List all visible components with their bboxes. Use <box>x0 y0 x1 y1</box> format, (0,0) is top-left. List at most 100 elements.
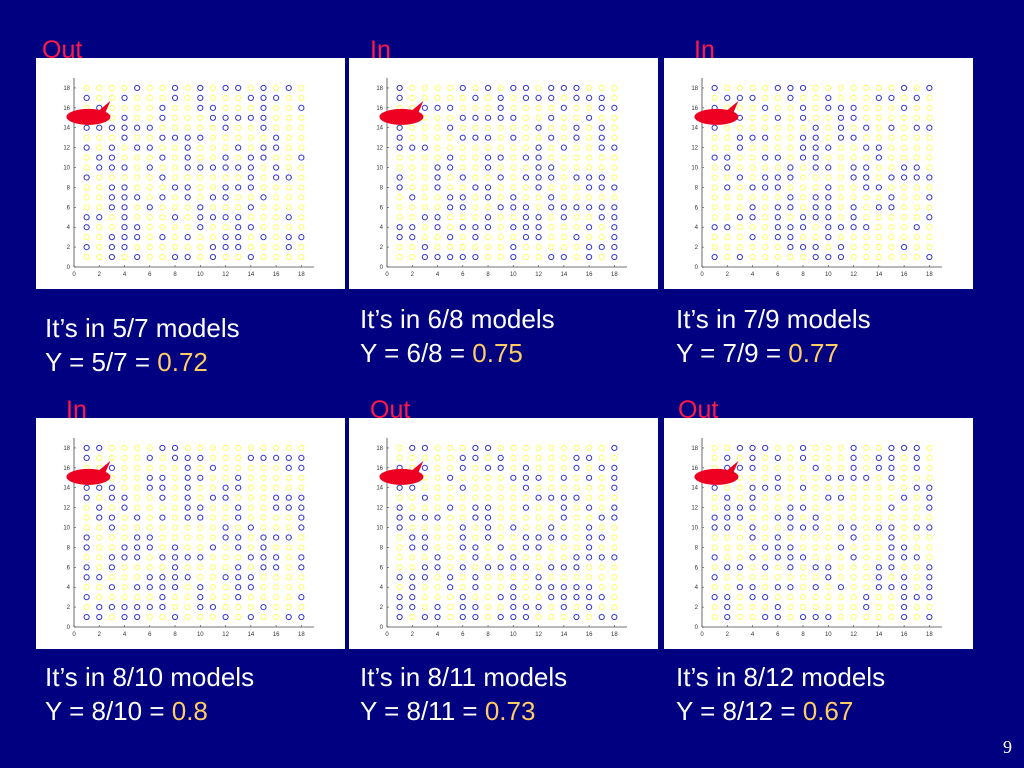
yellow-point <box>888 574 895 581</box>
blue-point <box>121 244 128 251</box>
blue-point <box>396 134 403 141</box>
yellow-point <box>573 184 580 191</box>
yellow-point <box>535 613 542 621</box>
yellow-point <box>484 574 492 581</box>
yellow-point <box>548 124 555 131</box>
y-tick-label: 16 <box>376 106 383 112</box>
yellow-point <box>598 504 605 511</box>
yellow-point <box>484 604 492 611</box>
yellow-point <box>209 84 217 92</box>
blue-point <box>273 454 280 461</box>
blue-point <box>522 204 530 211</box>
blue-point <box>459 454 466 461</box>
yellow-point <box>787 214 794 221</box>
x-tick-label: 10 <box>197 632 204 638</box>
yellow-point <box>421 584 428 591</box>
yellow-point <box>260 134 267 141</box>
yellow-point <box>799 474 807 481</box>
blue-point <box>459 604 466 611</box>
blue-point <box>711 574 718 581</box>
x-tick-label: 6 <box>461 272 465 278</box>
yellow-point <box>901 524 908 531</box>
y-tick-label: 10 <box>376 166 383 172</box>
blue-point <box>875 184 882 191</box>
blue-point <box>459 174 466 181</box>
yellow-point <box>724 444 731 452</box>
yellow-point <box>837 594 845 601</box>
blue-point <box>535 144 542 151</box>
yellow-point <box>222 174 229 181</box>
yellow-point <box>298 444 305 452</box>
yellow-point <box>535 524 542 531</box>
yellow-point <box>901 504 908 511</box>
yellow-point <box>926 454 933 461</box>
blue-point <box>108 164 115 171</box>
blue-point <box>484 564 492 571</box>
yellow-point <box>184 604 191 611</box>
yellow-point <box>285 194 292 201</box>
yellow-point <box>522 454 530 461</box>
blue-point <box>497 454 504 461</box>
yellow-point <box>762 474 769 481</box>
yellow-point <box>863 544 870 551</box>
blue-point <box>96 574 103 581</box>
blue-point <box>409 514 416 521</box>
blue-point <box>235 584 242 591</box>
yellow-point <box>850 253 857 261</box>
blue-point <box>108 234 115 241</box>
yellow-point <box>774 594 781 601</box>
yellow-point <box>222 224 229 231</box>
yellow-point <box>260 184 267 191</box>
yellow-point <box>926 224 933 231</box>
blue-point <box>472 134 479 141</box>
blue-point <box>197 604 204 611</box>
blue-point <box>184 234 191 241</box>
yellow-point <box>548 604 555 611</box>
blue-point <box>863 224 870 231</box>
blue-point <box>108 194 115 201</box>
blue-point <box>535 94 542 101</box>
yellow-point <box>134 474 141 481</box>
yellow-point <box>863 204 870 211</box>
yellow-point <box>209 504 217 511</box>
yellow-point <box>875 224 882 231</box>
blue-point <box>421 514 428 521</box>
yellow-point <box>421 164 428 171</box>
blue-point <box>171 94 179 101</box>
yellow-point <box>573 194 580 201</box>
blue-point <box>96 444 103 452</box>
blue-point <box>573 464 580 471</box>
blue-point <box>171 613 179 621</box>
y-tick-label: 18 <box>376 86 383 92</box>
yellow-point <box>888 164 895 171</box>
blue-point <box>235 504 242 511</box>
yellow-point <box>913 194 920 201</box>
yellow-point <box>235 444 242 452</box>
blue-point <box>724 504 731 511</box>
blue-point <box>108 124 115 131</box>
x-tick-label: 18 <box>611 272 618 278</box>
yellow-point <box>171 224 179 231</box>
yellow-point <box>799 194 807 201</box>
blue-point <box>209 544 217 551</box>
yellow-point <box>863 444 870 452</box>
blue-point <box>484 114 492 121</box>
blue-point <box>598 244 605 251</box>
blue-point <box>146 204 153 211</box>
yellow-point <box>749 604 756 611</box>
blue-point <box>598 554 605 561</box>
blue-point <box>260 194 267 201</box>
yellow-point <box>235 524 242 531</box>
blue-point <box>888 204 895 211</box>
yellow-point <box>724 204 731 211</box>
blue-point <box>888 534 895 541</box>
yellow-point <box>863 134 870 141</box>
yellow-point <box>812 84 819 92</box>
blue-point <box>197 84 204 92</box>
yellow-point <box>850 564 857 571</box>
yellow-point <box>548 554 555 561</box>
yellow-point <box>247 134 254 141</box>
y-tick-label: 18 <box>63 446 70 452</box>
blue-point <box>724 184 731 191</box>
blue-point <box>799 244 807 251</box>
